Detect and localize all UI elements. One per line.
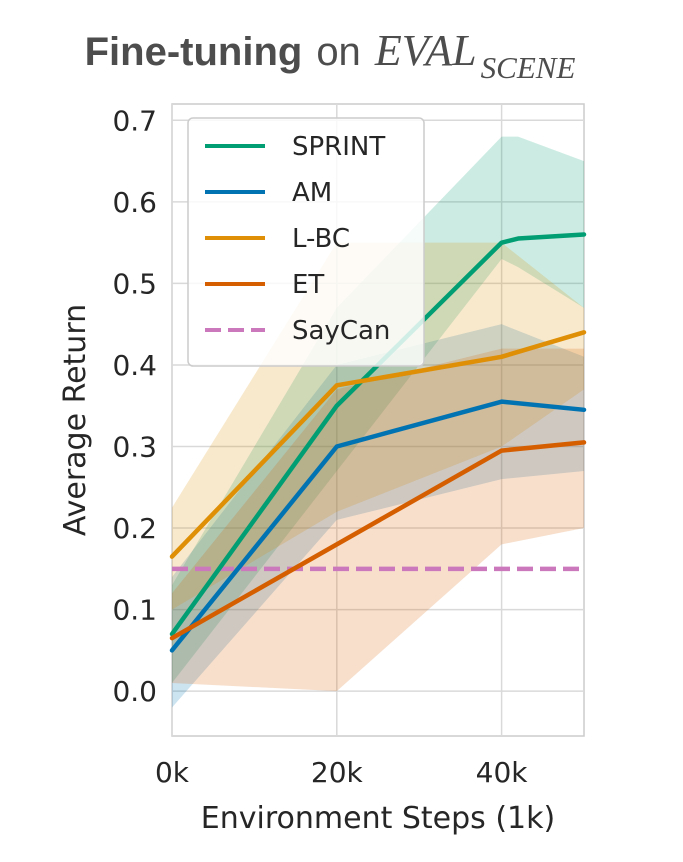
chart-title-math: EVAL: [374, 26, 477, 75]
legend-label-am: AM: [292, 178, 332, 208]
legend-label-l-bc: L-BC: [292, 224, 350, 254]
y-tick-label-6: 0.6: [112, 186, 157, 219]
y-tick-label-2: 0.2: [112, 512, 157, 545]
y-tick-label-7: 0.7: [112, 104, 157, 137]
legend-label-saycan: SayCan: [292, 316, 390, 346]
band-am: [172, 324, 584, 708]
y-tick-label-0: 0.0: [112, 675, 157, 708]
legend-label-et: ET: [292, 270, 324, 300]
chart-title-normal: on: [316, 30, 361, 74]
chart-title: Fine-tuning on EVAL SCENE: [85, 26, 576, 85]
x-tick-label-1: 20k: [311, 756, 364, 789]
band-l-bc: [172, 242, 584, 610]
y-tick-label-4: 0.4: [112, 349, 157, 382]
band-sprint: [172, 136, 584, 683]
chart-title-subscript: SCENE: [481, 50, 576, 85]
line-et: [169, 440, 587, 641]
chart-title-bold: Fine-tuning: [85, 30, 303, 74]
y-tick-label-5: 0.5: [112, 267, 157, 300]
x-tick-labels: 0k 20k 40k: [155, 756, 528, 789]
legend: SPRINT AM L-BC ET SayCan: [187, 117, 425, 367]
line-am: [169, 399, 587, 653]
y-tick-labels: 0.0 0.1 0.2 0.3 0.4 0.5 0.6 0.7: [112, 104, 157, 708]
line-l-bc: [169, 330, 587, 559]
legend-frame: [187, 117, 425, 367]
x-tick-label-2: 40k: [476, 756, 529, 789]
x-tick-label-0: 0k: [155, 756, 190, 789]
series-lines: [169, 232, 587, 653]
y-tick-label-1: 0.1: [112, 594, 157, 627]
x-axis-label: Environment Steps (1k): [201, 801, 555, 836]
y-tick-label-3: 0.3: [112, 431, 157, 464]
legend-label-sprint: SPRINT: [292, 132, 385, 162]
line-sprint: [169, 232, 587, 637]
y-axis-label: Average Return: [58, 304, 93, 536]
